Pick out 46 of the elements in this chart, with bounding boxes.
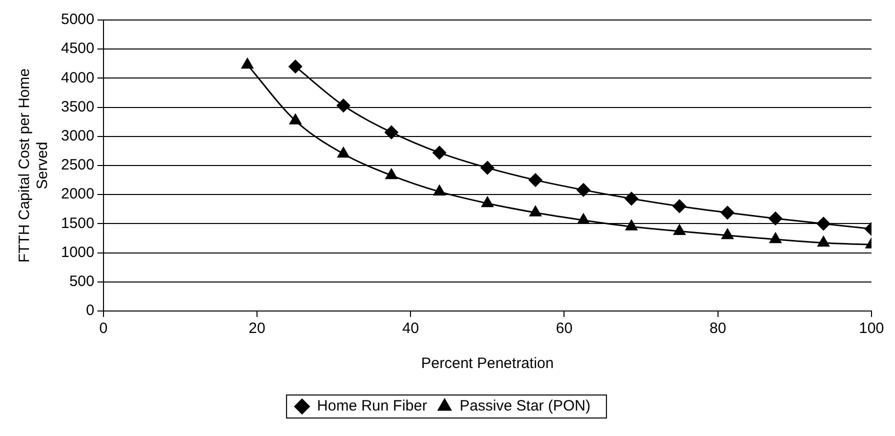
y-tick-label: 1000 [60,244,94,261]
point [577,213,590,224]
x-tick-label: 0 [99,320,108,338]
y-tick-label: 3500 [60,98,94,116]
point [624,192,638,206]
point [626,220,638,230]
point [816,216,830,230]
point [722,228,734,240]
point [384,126,398,140]
point [720,206,734,220]
point [818,236,830,247]
y-tick-label: 2000 [60,186,94,203]
x-tick-label: 40 [402,320,419,338]
x-tick-label: 20 [248,320,266,338]
y-tick-label: 1500 [60,214,94,232]
x-axis-title: Percent Penetration [421,355,554,372]
point [241,58,254,69]
point [481,196,494,208]
point [433,184,446,196]
point [529,206,542,216]
x-tick-label: 100 [858,320,884,338]
y-tick-label: 4000 [60,69,94,86]
y-tick-label: 0 [86,302,94,320]
point [337,147,350,158]
point [289,114,302,124]
point [768,212,782,226]
legend-label: Home Run Fiber [317,398,428,415]
point [288,60,302,74]
point [576,183,590,197]
y-tick-label: 500 [69,273,94,290]
legend-label: Passive Star (PON) [460,398,590,415]
point [528,173,542,187]
y-axis-title: FTTH Capital Cost per Home Served [16,68,52,263]
y-tick-label: 3000 [60,128,94,145]
point [432,146,446,160]
x-tick-label: 80 [710,320,726,338]
point [336,98,350,112]
point [672,199,686,213]
point [385,168,398,180]
point [480,161,494,175]
x-tick-label: 60 [556,320,573,338]
y-tick-label: 2500 [60,156,94,174]
point [674,224,686,236]
y-tick-label: 5000 [60,11,94,28]
point [770,232,782,244]
y-tick-label: 4500 [60,40,94,58]
